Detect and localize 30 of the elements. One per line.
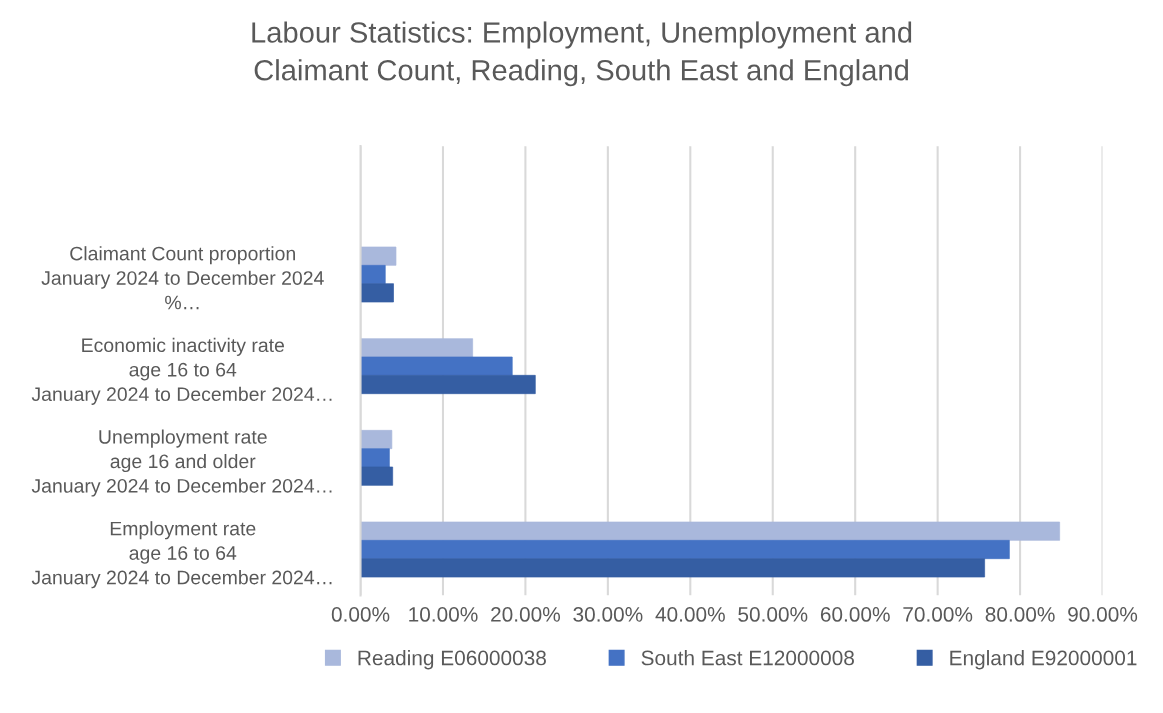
y-tick-label: Employment rate age 16 to 64 January 2024 to December 2024…: [31, 521, 332, 589]
x-tick-label: 90.00%: [1068, 607, 1138, 622]
x-tick-label: 70.00%: [903, 607, 973, 622]
x-tick-label: 30.00%: [573, 607, 643, 622]
bar: [360, 264, 386, 285]
x-tick-label: 50.00%: [738, 607, 808, 622]
x-tick-label: 10.00%: [409, 607, 478, 622]
bar: [360, 540, 1010, 560]
x-tick-label: 20.00%: [491, 607, 561, 622]
chart-title: Labour Statistics: Employment, Unemployment and Claimant Count, Reading, South East and England: [252, 21, 912, 87]
legend-label: Reading E06000038: [358, 650, 546, 670]
x-tick-label: 0.00%: [331, 607, 390, 622]
legend-label: South East E12000008: [641, 650, 854, 666]
y-tick-label: Claimant Count proportion January 2024 to December 2024 %…: [41, 246, 324, 310]
bar: [360, 521, 1060, 541]
legend-label: England E92000001: [950, 650, 1137, 670]
x-tick-label: 40.00%: [655, 607, 725, 622]
x-tick-label: 60.00%: [820, 607, 890, 622]
bar: [360, 246, 397, 266]
bar: [360, 283, 394, 303]
bar: [360, 356, 513, 376]
bar: [360, 448, 390, 468]
x-tick-label: 80.00%: [985, 607, 1055, 622]
y-tick-label: Economic inactivity rate age 16 to 64 January 2024 to December 2024…: [31, 337, 332, 405]
bar: [360, 466, 394, 486]
y-tick-label: Unemployment rate age 16 and older January 2024 to December 2024…: [31, 429, 332, 497]
bar: [360, 374, 536, 395]
bar: [360, 430, 393, 450]
bar: [360, 338, 473, 358]
bar: [360, 558, 985, 578]
